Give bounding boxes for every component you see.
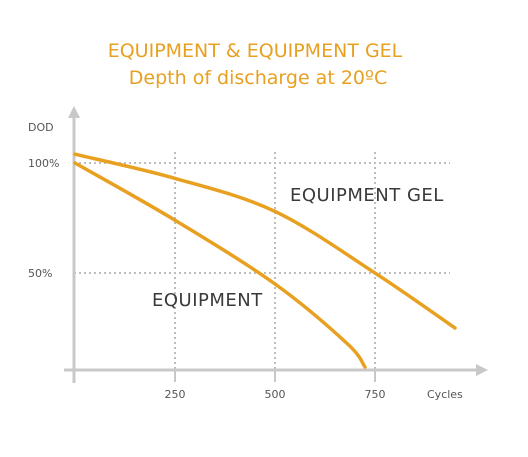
series-lines — [73, 152, 457, 369]
x-axis-arrow — [476, 364, 488, 376]
labels: 50% 100% 250 500 750 DOD Cycles EQUIPMENT GEL EQ… — [28, 121, 463, 401]
y-axis-label: DOD — [28, 121, 54, 134]
y-tick-label-50: 50% — [28, 267, 52, 280]
x-tick-label-750: 750 — [365, 388, 386, 401]
chart-subtitle: Depth of discharge at 20ºC — [129, 67, 387, 89]
series-label-equipment-gel: EQUIPMENT GEL — [290, 185, 444, 206]
x-axis-label: Cycles — [427, 388, 463, 401]
series-label-equipment: EQUIPMENT — [152, 290, 263, 311]
grid-lines — [74, 152, 450, 370]
y-axis-arrow — [68, 106, 80, 118]
y-tick-label-100: 100% — [28, 157, 59, 170]
series-line-equipment — [73, 161, 367, 369]
axes — [64, 106, 488, 383]
x-tick-label-250: 250 — [165, 388, 186, 401]
series-line-equipment-gel — [73, 152, 457, 330]
chart-title: EQUIPMENT & EQUIPMENT GEL — [108, 40, 403, 62]
x-tick-label-500: 500 — [265, 388, 286, 401]
